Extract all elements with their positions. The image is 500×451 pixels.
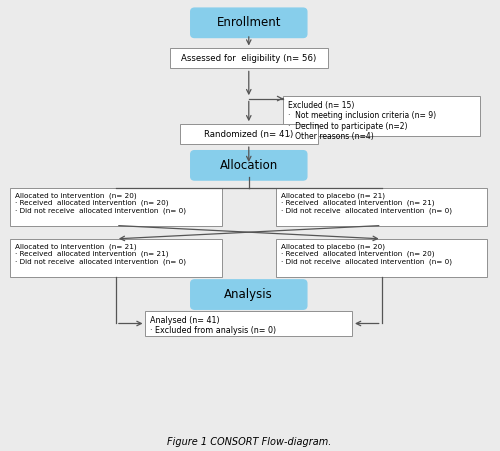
Text: Enrollment: Enrollment [216,16,281,29]
Text: Allocated to intervention  (n= 21)
· Received  allocated intervention  (n= 21)
·: Allocated to intervention (n= 21) · Rece… [15,244,186,265]
Text: Randomized (n= 41): Randomized (n= 41) [204,130,294,139]
FancyBboxPatch shape [276,239,488,277]
Text: Assessed for  eligibility (n= 56): Assessed for eligibility (n= 56) [181,54,316,63]
FancyBboxPatch shape [190,151,307,180]
Text: Allocated to placebo (n= 21)
· Received  allocated intervention  (n= 21)
· Did n: Allocated to placebo (n= 21) · Received … [281,192,452,214]
Text: Analysed (n= 41)
· Excluded from analysis (n= 0): Analysed (n= 41) · Excluded from analysi… [150,316,276,335]
Text: Allocated to intervention  (n= 20)
· Received  allocated intervention  (n= 20)
·: Allocated to intervention (n= 20) · Rece… [15,192,186,214]
FancyBboxPatch shape [180,124,318,144]
FancyBboxPatch shape [190,8,307,37]
FancyBboxPatch shape [170,48,328,69]
FancyBboxPatch shape [10,239,222,277]
FancyBboxPatch shape [276,188,488,226]
FancyBboxPatch shape [146,311,352,336]
Text: Excluded (n= 15)
·  Not meeting inclusion criteria (n= 9)
·  Declined to partici: Excluded (n= 15) · Not meeting inclusion… [288,101,436,141]
Text: Allocated to placebo (n= 20)
· Received  allocated intervention  (n= 20)
· Did n: Allocated to placebo (n= 20) · Received … [281,244,452,265]
FancyBboxPatch shape [10,188,222,226]
Text: Allocation: Allocation [220,159,278,172]
Text: Figure 1 CONSORT Flow-diagram.: Figure 1 CONSORT Flow-diagram. [166,437,331,446]
FancyBboxPatch shape [190,280,307,309]
Text: Analysis: Analysis [224,288,273,301]
FancyBboxPatch shape [283,97,480,136]
